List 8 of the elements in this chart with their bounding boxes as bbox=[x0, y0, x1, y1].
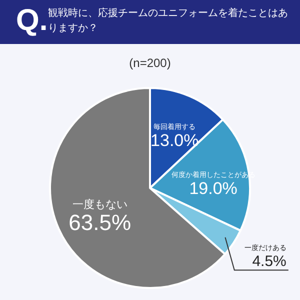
data-label: 4.5% bbox=[252, 253, 286, 270]
data-label: 19.0% bbox=[189, 178, 238, 198]
chart-title: 観戦時に、応援チームのユニフォームを着たことはありますか？ bbox=[48, 6, 288, 34]
slice-label: 一度もない bbox=[72, 198, 128, 212]
chart-subtitle: (n=200) bbox=[129, 56, 171, 70]
data-label: 13.0% bbox=[150, 131, 199, 150]
text: Q. bbox=[16, 4, 48, 38]
data-label: 63.5% bbox=[68, 210, 132, 236]
